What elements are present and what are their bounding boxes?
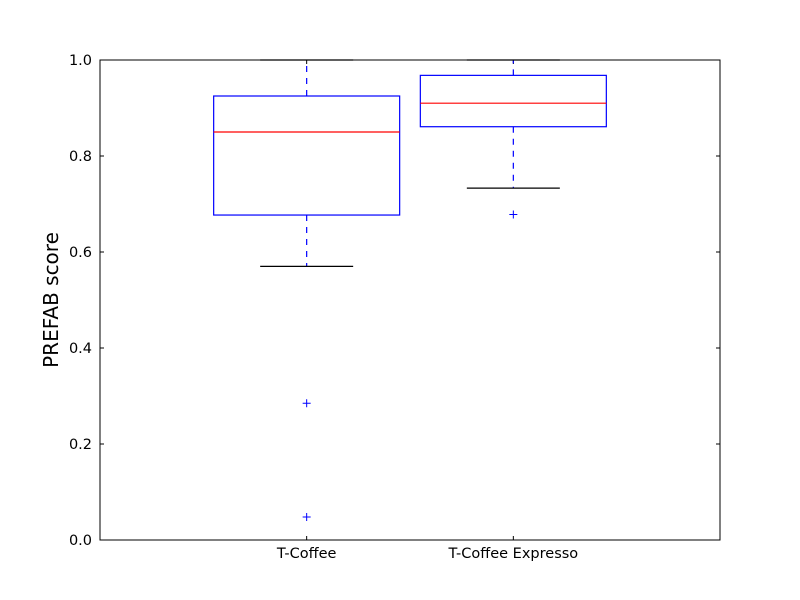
outlier-point	[302, 512, 311, 521]
y-tick-label: 0.0	[69, 533, 92, 549]
y-axis-label: PREFAB score	[39, 232, 63, 368]
box-group	[213, 59, 401, 521]
y-tick-label: 1.0	[69, 53, 92, 69]
x-axis: T-Coffee T-Coffee Expresso	[276, 60, 578, 562]
y-tick-label: 0.8	[69, 149, 92, 165]
x-tick-label: T-Coffee	[276, 546, 337, 562]
y-tick-label: 0.6	[69, 245, 92, 261]
y-axis: 0.0 0.2 0.4 0.6 0.8 1.0	[69, 53, 720, 549]
outlier-point	[509, 210, 518, 219]
y-tick-label: 0.4	[69, 341, 92, 357]
y-tick-label: 0.2	[69, 437, 92, 453]
plot-area	[99, 59, 721, 541]
iqr-box	[419, 74, 607, 128]
iqr-box	[213, 95, 401, 216]
x-tick-label: T-Coffee Expresso	[447, 546, 578, 562]
box-series	[213, 59, 607, 521]
box-group	[419, 59, 607, 219]
outlier-point	[302, 399, 311, 408]
